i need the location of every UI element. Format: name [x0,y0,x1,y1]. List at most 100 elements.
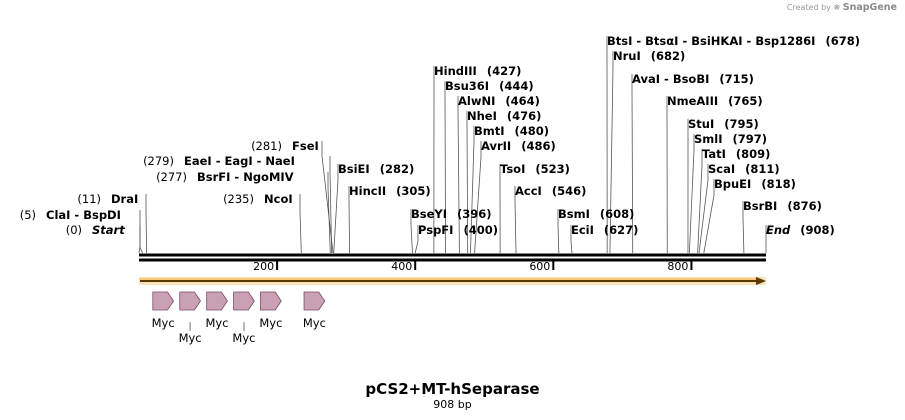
site-marker-line [329,156,333,254]
site-names: NmeAIII (765) [667,94,763,108]
site-names: FseI [292,139,319,153]
site-name: EaeI [184,154,212,168]
site-name: DraI [111,192,138,206]
site-names: HincII (305) [349,184,431,198]
site-position: (908) [800,223,835,237]
sequence-length-label: 908 bp [433,398,472,411]
site-marker-line [697,149,703,254]
site-marker-line [327,172,331,254]
site-name: NruI [613,49,641,63]
site-marker-line [410,209,413,254]
myc-tag-arrow [206,291,228,311]
site-name: NgoMIV [243,170,293,184]
site-position: (682) [651,49,686,63]
map-title: pCS2+MT-hSeparase [365,380,540,398]
site-name: EciI [571,223,594,237]
site-marker-line [514,186,517,254]
site-name: BmtI [474,124,505,138]
site-marker-line [688,134,695,254]
myc-tag-arrow [152,291,175,311]
orf-arrowhead [756,277,766,285]
site-names: AlwNI (464) [458,94,540,108]
snapgene-credit: Created by ❋ SnapGene [787,2,897,13]
site-label-group: (0) [66,223,82,237]
site-position: (811) [745,162,780,176]
site-name: AlwNI [458,94,495,108]
site-position: (279) [143,154,174,168]
site-separator: - [257,154,262,168]
site-separator: - [234,170,239,184]
site-name: PspFI [418,223,453,237]
snapgene-logo-icon: ❋ [833,3,841,12]
site-name: HincII [349,184,386,198]
backbone [139,253,766,262]
site-names: NcoI [264,192,293,206]
site-names: StuI (795) [688,117,759,131]
site-name: NmeAIII [667,94,718,108]
site-position: (0) [66,223,82,237]
site-separator: - [747,34,752,48]
site-position: (818) [761,177,796,191]
site-position: (876) [787,199,822,213]
site-position: (476) [507,109,542,123]
site-names: SmlI (797) [694,132,767,146]
site-name: FseI [292,139,319,153]
site-position: (546) [552,184,587,198]
site-names: AccI (546) [515,184,586,198]
ruler: 200 400 600 800 [253,260,693,273]
site-separator: - [74,208,79,222]
site-name: Bsu36I [445,79,489,93]
site-label-group: (235) [223,192,254,206]
site-name: NcoI [264,192,293,206]
site-name: EagI [224,154,252,168]
site-marker-line [348,186,351,254]
site-position: (235) [223,192,254,206]
site-name: Start [92,223,125,237]
site-marker-lines [138,36,767,254]
site-position: (486) [521,139,556,153]
site-marker-line [703,179,715,254]
site-position: (715) [719,72,754,86]
site-marker-line [570,225,573,254]
site-names: BsiEI (282) [338,162,414,176]
site-name: AvrII [481,139,511,153]
site-position: (678) [825,34,860,48]
site-name: BspDI [83,208,121,222]
site-marker-line [557,209,560,254]
myc-tag-arrow [233,291,255,311]
site-position: (396) [457,207,492,221]
site-position: (797) [733,132,768,146]
site-marker-line [474,141,482,254]
site-position: (5) [20,208,36,222]
site-marker-line [299,194,302,254]
myc-tag-label: Myc [259,316,282,330]
site-name: HindIII [434,64,477,78]
site-names: TsoI (523) [500,162,570,176]
site-marker-line [333,164,339,254]
ruler-tick-label: 600 [529,260,550,273]
site-position: (282) [380,162,415,176]
site-names: BseYI (396) [411,207,492,221]
myc-tag-label: Myc [303,316,326,330]
site-marker-line [414,225,419,254]
site-name: SmlI [694,132,723,146]
site-position: (608) [600,207,635,221]
site-position: (523) [535,162,570,176]
myc-tag-arrow [260,291,282,311]
site-name: End [766,223,791,237]
site-position: (400) [463,223,498,237]
myc-tag-label: Myc [179,331,202,345]
ruler-tick-label: 800 [667,260,688,273]
site-label-group: (5) [20,208,36,222]
ruler-tick-label: 400 [391,260,412,273]
myc-tag-label: Myc [232,331,255,345]
site-position: (795) [724,117,759,131]
site-names: Bsu36I (444) [445,79,534,93]
site-position: (627) [604,223,639,237]
site-name: BsrFI [197,170,230,184]
site-name: ClaI [46,208,70,222]
credit-brand: SnapGene [842,2,897,13]
site-names: HindIII (427) [434,64,521,78]
site-separator: - [682,34,687,48]
